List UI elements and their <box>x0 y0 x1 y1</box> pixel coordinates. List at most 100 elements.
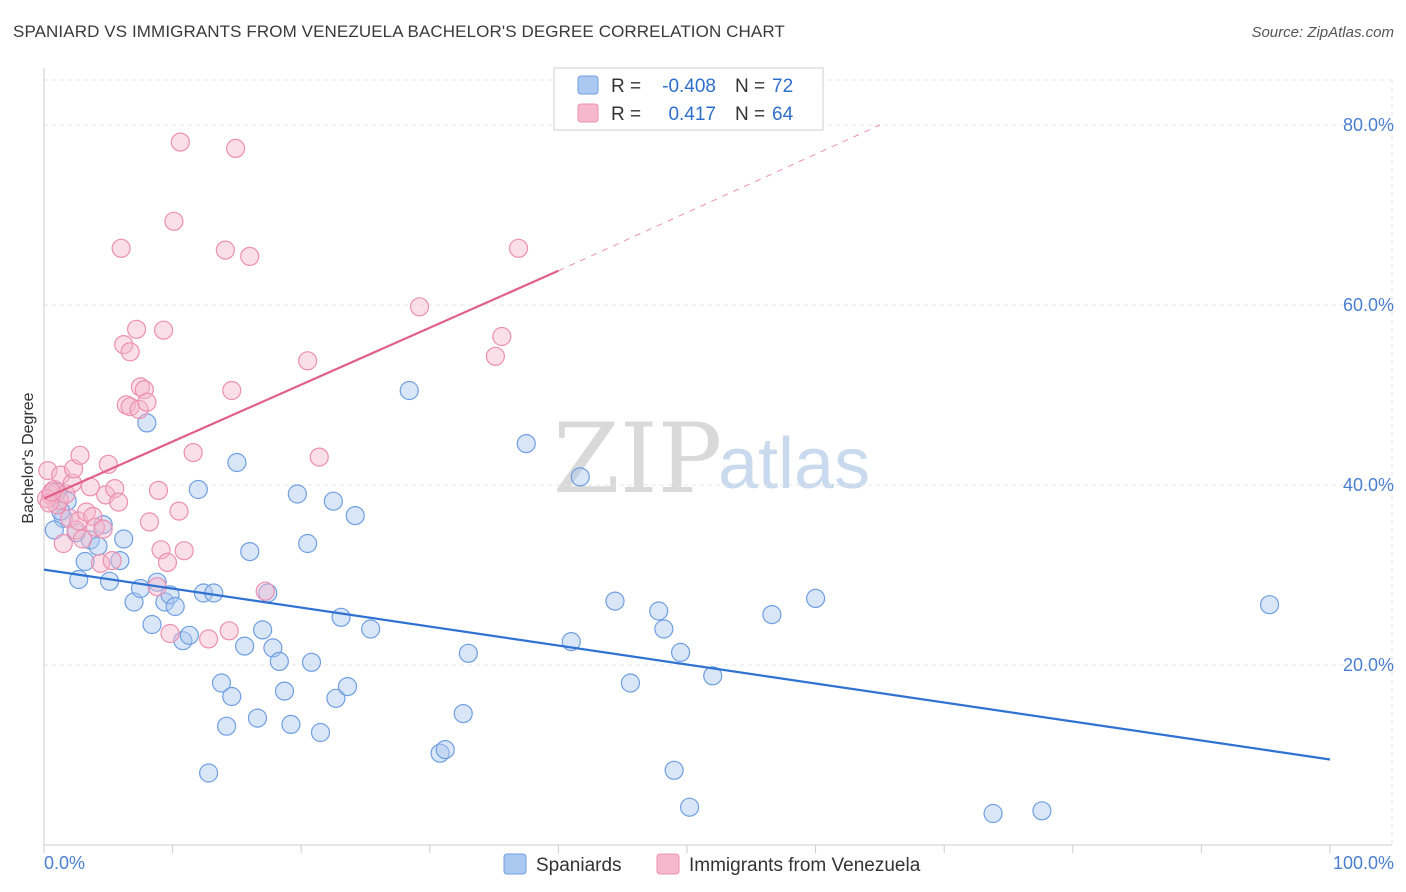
watermark-zip: ZIP <box>553 403 722 515</box>
y-tick-label-40: 40.0% <box>1343 475 1394 495</box>
bottom-legend-label-venezuela: Immigrants from Venezuela <box>689 855 921 876</box>
legend-swatch-spaniards <box>577 75 599 95</box>
spaniards-point-18 <box>165 596 185 617</box>
x-tick-label-max: 100.0% <box>1333 853 1394 873</box>
venezuela-point-25 <box>108 492 129 512</box>
spaniards-point-9 <box>110 550 130 571</box>
spaniards-point-40 <box>301 652 322 672</box>
stats-legend-box <box>553 67 824 131</box>
trend-lines <box>43 124 1331 761</box>
spaniards-point-4 <box>75 551 95 572</box>
trend-line-spaniards <box>43 568 1331 761</box>
venezuela-point-46 <box>174 541 194 561</box>
spaniards-point-57 <box>620 673 641 693</box>
venezuela-point-54 <box>255 581 275 601</box>
venezuela-point-39 <box>151 540 171 560</box>
venezuela-point-41 <box>157 552 178 573</box>
venezuela-point-49 <box>215 240 235 260</box>
venezuela-point-0 <box>38 461 58 481</box>
chart-source: Source: ZipAtlas.com <box>1251 24 1394 41</box>
spaniards-point-28 <box>227 452 247 473</box>
spaniards-point-36 <box>274 681 295 701</box>
spaniards-point-44 <box>331 607 351 627</box>
spaniards-point-41 <box>310 722 331 743</box>
venezuela-point-32 <box>129 399 149 419</box>
venezuela-point-51 <box>222 380 242 401</box>
venezuela-point-50 <box>219 621 239 641</box>
x-tick-label-min: 0.0% <box>44 853 85 873</box>
legend-n-value-venezuela: 64 <box>772 104 794 125</box>
venezuela-point-26 <box>111 238 131 258</box>
venezuela-point-19 <box>90 553 111 573</box>
spaniards-point-35 <box>269 651 289 672</box>
venezuela-point-55 <box>298 351 318 371</box>
stats-legend: R = -0.408 N = 72 R = 0.417 N = 64 <box>553 67 824 131</box>
spaniards-point-65 <box>805 588 826 609</box>
x-axis-ticks <box>43 845 1331 853</box>
legend-n-value-spaniards: 72 <box>772 76 793 97</box>
spaniards-point-55 <box>570 467 590 487</box>
spaniards-point-39 <box>298 533 318 554</box>
y-tick-label-80: 80.0% <box>1343 115 1394 135</box>
spaniards-point-7 <box>93 514 113 535</box>
venezuela-point-44 <box>169 501 189 521</box>
spaniards-point-60 <box>664 760 684 780</box>
spaniards-point-30 <box>240 541 260 562</box>
legend-r-value-spaniards: -0.408 <box>662 76 716 97</box>
legend-n-label-venezuela: N = <box>735 104 765 125</box>
venezuela-point-53 <box>240 246 260 266</box>
trend-line-venezuela <box>43 269 559 500</box>
spaniards-point-38 <box>287 484 307 504</box>
spaniards-point-27 <box>222 686 242 707</box>
bottom-legend-swatch-venezuela <box>656 853 680 875</box>
spaniards-point-63 <box>703 666 723 686</box>
spaniards-point-53 <box>516 434 536 454</box>
series-spaniards <box>44 380 1280 824</box>
bottom-legend-label-spaniards: Spaniards <box>536 855 622 876</box>
spaniards-point-71 <box>44 520 64 540</box>
y-tick-label-20: 20.0% <box>1343 655 1394 675</box>
spaniards-point-23 <box>199 763 219 783</box>
venezuela-point-18 <box>85 517 106 537</box>
venezuela-point-20 <box>93 519 113 539</box>
spaniards-point-50 <box>435 739 455 760</box>
spaniards-point-48 <box>399 380 419 401</box>
spaniards-point-20 <box>179 625 199 645</box>
venezuela-point-56 <box>309 447 329 467</box>
spaniards-point-25 <box>211 673 232 693</box>
spaniards-point-29 <box>235 636 255 656</box>
spaniards-point-45 <box>337 676 358 697</box>
venezuela-point-48 <box>199 629 219 649</box>
spaniards-point-51 <box>453 703 473 724</box>
spaniards-point-62 <box>679 797 700 817</box>
venezuela-point-45 <box>170 132 190 152</box>
spaniards-point-61 <box>670 642 691 663</box>
spaniards-point-66 <box>983 803 1003 824</box>
y-tick-label-60: 60.0% <box>1343 295 1394 315</box>
spaniards-point-58 <box>649 601 669 621</box>
spaniards-point-49 <box>430 743 450 763</box>
spaniards-point-52 <box>458 643 478 663</box>
legend-r-value-venezuela: 0.417 <box>668 104 716 125</box>
spaniards-point-64 <box>762 604 782 625</box>
venezuela-point-31 <box>126 319 147 339</box>
spaniards-point-31 <box>247 708 268 728</box>
venezuela-point-57 <box>409 297 430 317</box>
spaniards-point-26 <box>217 716 237 736</box>
y-axis-tick-labels: 20.0% 40.0% 60.0% 80.0% <box>1343 115 1394 675</box>
y-axis-label: Bachelor's Degree <box>20 392 37 523</box>
spaniards-point-5 <box>80 530 100 550</box>
venezuela-point-36 <box>139 512 160 532</box>
venezuela-point-60 <box>508 238 529 258</box>
series-venezuela <box>36 132 529 649</box>
venezuela-point-47 <box>183 443 203 463</box>
spaniards-point-37 <box>281 714 301 735</box>
spaniards-point-42 <box>323 491 343 511</box>
spaniards-point-14 <box>142 614 162 635</box>
venezuela-point-27 <box>114 335 134 355</box>
spaniards-point-47 <box>361 619 381 639</box>
chart-title: SPANIARD VS IMMIGRANTS FROM VENEZUELA BA… <box>13 22 785 41</box>
spaniards-point-43 <box>326 688 346 708</box>
venezuela-point-35 <box>137 392 157 412</box>
